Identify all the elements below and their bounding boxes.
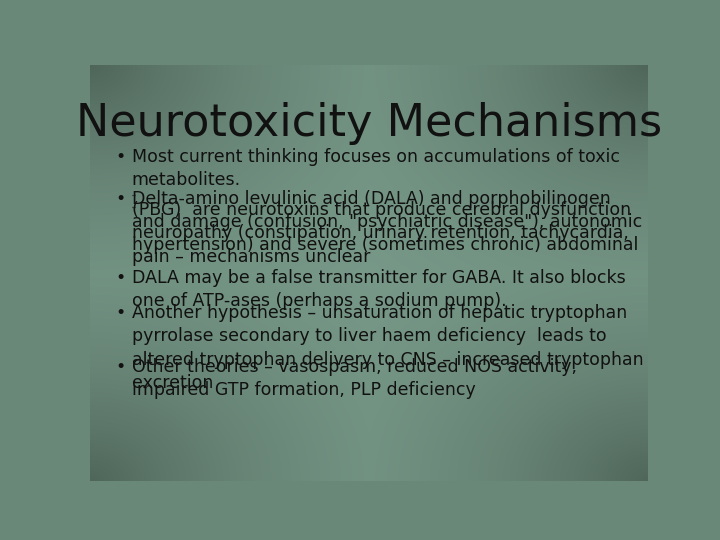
Text: •: •: [116, 148, 126, 166]
Text: Delta-amino levulinic acid (DALA) and porphobilinogen: Delta-amino levulinic acid (DALA) and po…: [132, 190, 611, 207]
Text: Most current thinking focuses on accumulations of toxic
metabolites.: Most current thinking focuses on accumul…: [132, 148, 620, 190]
Text: Neurotoxicity Mechanisms: Neurotoxicity Mechanisms: [76, 102, 662, 145]
Text: •: •: [116, 190, 126, 207]
Text: hypertension) and severe (sometimes chronic) abdominal: hypertension) and severe (sometimes chro…: [132, 236, 638, 254]
Text: pain – mechanisms unclear: pain – mechanisms unclear: [132, 248, 370, 266]
Text: •: •: [116, 268, 126, 287]
Text: neuropathy (constipation, urinary retention, tachycardia,: neuropathy (constipation, urinary retent…: [132, 225, 629, 242]
Text: (PBG)  are neurotoxins that produce cerebral dysfunction: (PBG) are neurotoxins that produce cereb…: [132, 201, 631, 219]
Text: Other theories – vasospasm, reduced NOS activity,
impaired GTP formation, PLP de: Other theories – vasospasm, reduced NOS …: [132, 358, 577, 399]
Text: •: •: [116, 304, 126, 322]
Text: •: •: [116, 358, 126, 376]
Text: DALA may be a false transmitter for GABA. It also blocks
one of ATP-ases (perhap: DALA may be a false transmitter for GABA…: [132, 268, 626, 310]
Text: and damage (confusion, "psychiatric disease"), autonomic: and damage (confusion, "psychiatric dise…: [132, 213, 642, 231]
Text: Another hypothesis – unsaturation of hepatic tryptophan
pyrrolase secondary to l: Another hypothesis – unsaturation of hep…: [132, 304, 644, 392]
